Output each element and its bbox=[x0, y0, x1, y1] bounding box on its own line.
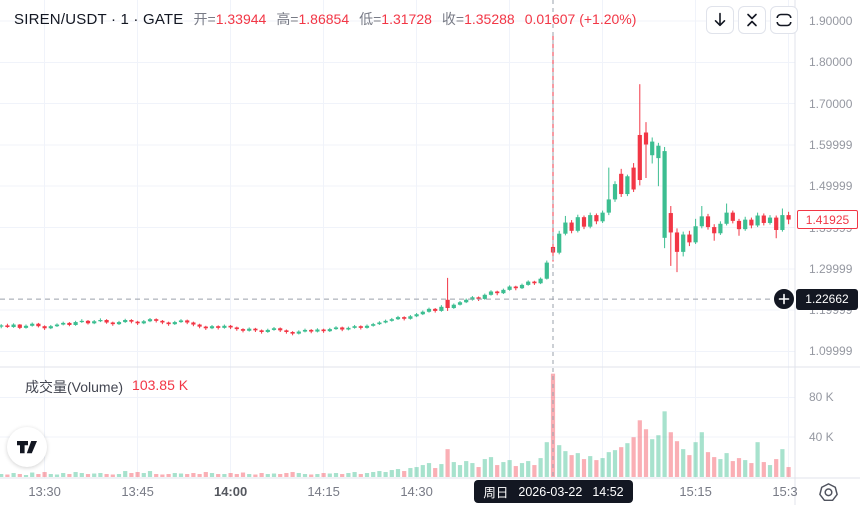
tooltip-time: 14:52 bbox=[592, 484, 624, 499]
download-button[interactable] bbox=[706, 6, 734, 34]
time-axis-label: 14:30 bbox=[400, 484, 433, 499]
volume-value: 103.85 K bbox=[132, 377, 189, 393]
high-label: 高= bbox=[276, 11, 299, 27]
plus-icon bbox=[778, 293, 790, 305]
tooltip-day: 周日 bbox=[483, 486, 509, 500]
time-axis-label: 14:00 bbox=[213, 484, 248, 499]
time-axis[interactable]: 13:3013:4514:0014:1514:3014:4515:0015:15… bbox=[0, 0, 798, 505]
gear-icon bbox=[819, 483, 838, 502]
change-percent: (+1.20%) bbox=[579, 11, 637, 27]
change-value: 0.01607 bbox=[524, 11, 576, 27]
high-value: 1.86854 bbox=[298, 11, 350, 27]
time-axis-label: 13:45 bbox=[121, 484, 154, 499]
fullscreen-icon bbox=[776, 13, 792, 27]
symbol-title[interactable]: SIREN/USDT · 1 · GATE bbox=[14, 11, 184, 28]
tooltip-date: 2026-03-22 bbox=[518, 484, 583, 499]
chart-legend: SIREN/USDT · 1 · GATE 开=1.33944 高=1.8685… bbox=[14, 9, 636, 29]
close-value: 1.35288 bbox=[464, 11, 515, 27]
time-axis-label: 13:30 bbox=[28, 484, 61, 499]
volume-indicator-legend: 成交量(Volume) 103.85 K bbox=[25, 377, 188, 397]
low-label: 低= bbox=[359, 11, 382, 27]
open-value: 1.33944 bbox=[215, 11, 267, 27]
chart-toolbar bbox=[706, 6, 798, 34]
low-value: 1.31728 bbox=[381, 11, 432, 27]
volume-label: 成交量(Volume) bbox=[25, 379, 124, 395]
tradingview-logo-icon bbox=[17, 441, 37, 454]
time-axis-label: 15:15 bbox=[679, 484, 712, 499]
fullscreen-button[interactable] bbox=[770, 6, 798, 34]
crosshair-time-tooltip: 周日 2026-03-22 14:52 bbox=[474, 480, 633, 503]
axis-settings-button[interactable] bbox=[817, 481, 840, 505]
collapse-icon bbox=[747, 13, 757, 27]
collapse-button[interactable] bbox=[738, 6, 766, 34]
crosshair-price-badge: 1.22662 bbox=[796, 288, 858, 310]
last-price-badge: 1.41925 bbox=[797, 210, 858, 230]
close-label: 收= bbox=[441, 11, 465, 27]
time-axis-label: 14:15 bbox=[307, 484, 340, 499]
time-axis-label: 15:30 bbox=[772, 484, 798, 499]
tradingview-logo[interactable] bbox=[7, 427, 47, 467]
open-label: 开= bbox=[193, 11, 216, 27]
add-alert-plus-button[interactable] bbox=[772, 287, 796, 312]
download-icon bbox=[714, 12, 726, 27]
